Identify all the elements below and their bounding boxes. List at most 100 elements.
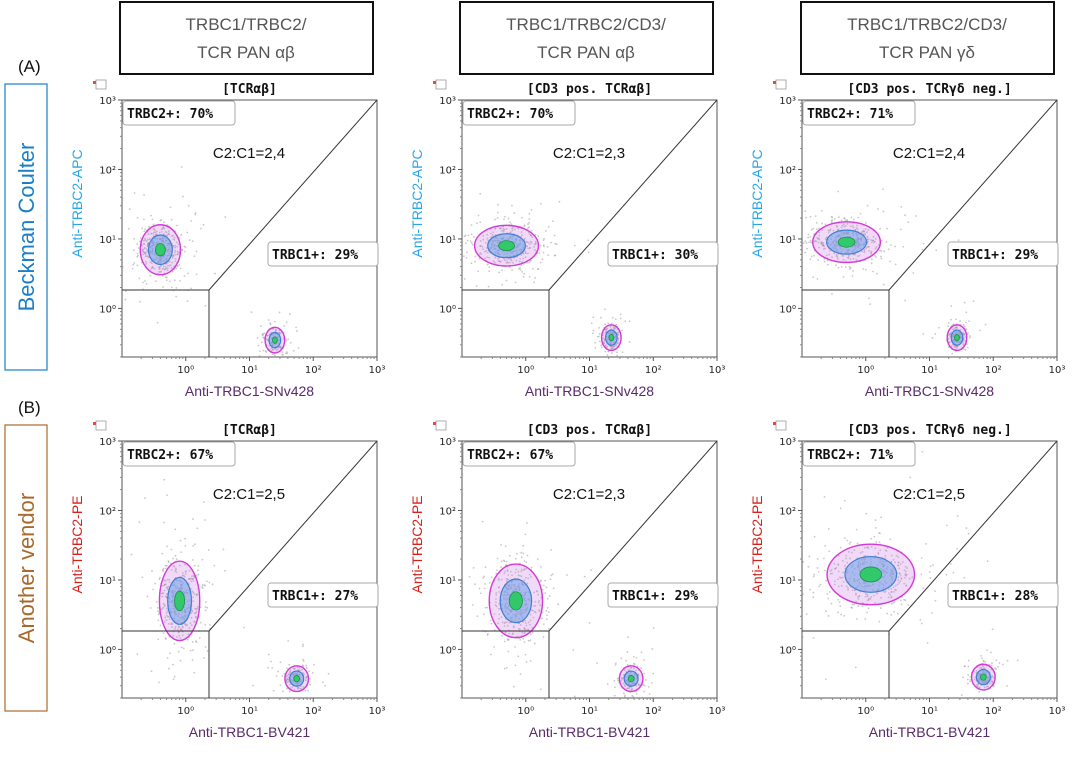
event-dot <box>150 670 153 673</box>
event-dot <box>525 252 527 255</box>
trbc2-percent-label: TRBC2+: 70% <box>127 107 213 122</box>
event-dot <box>175 241 178 244</box>
event-dot <box>854 253 857 256</box>
ratio-label: C2:C1=2,5 <box>213 486 285 503</box>
event-dot <box>652 672 655 675</box>
column-header-box <box>119 1 374 75</box>
event-dot <box>926 641 929 644</box>
event-dot <box>302 643 304 646</box>
event-dot <box>617 339 620 342</box>
event-dot <box>623 692 625 695</box>
event-dot <box>500 543 503 546</box>
event-dot <box>530 229 533 232</box>
event-dot <box>851 607 854 609</box>
event-dot <box>184 537 187 540</box>
event-dot <box>547 611 550 614</box>
event-dot <box>175 571 178 574</box>
event-dot <box>169 206 172 209</box>
event-dot <box>982 665 985 668</box>
event-dot <box>191 240 194 243</box>
event-dot <box>174 628 176 630</box>
population-trbc1 <box>590 308 631 357</box>
event-dot <box>861 605 864 608</box>
event-dot <box>150 232 153 235</box>
event-dot <box>963 325 966 328</box>
event-dot <box>528 573 531 576</box>
event-dot <box>814 215 817 218</box>
x-axis-label: Anti-TRBC1-SNv428 <box>525 383 654 399</box>
event-dot <box>517 570 520 573</box>
x-tick-label: 10¹ <box>921 706 938 717</box>
event-dot <box>163 605 166 607</box>
event-dot <box>136 252 139 255</box>
event-dot <box>465 256 468 259</box>
event-dot <box>192 518 194 520</box>
event-dot <box>537 268 539 271</box>
event-dot <box>880 516 883 519</box>
event-dot <box>143 243 146 245</box>
event-dot <box>181 625 184 628</box>
event-dot <box>840 219 843 222</box>
event-dot <box>527 621 530 624</box>
event-dot <box>866 235 869 238</box>
event-dot <box>957 239 960 242</box>
event-dot <box>175 636 178 639</box>
event-dot <box>865 512 868 515</box>
event-dot <box>304 700 306 702</box>
event-dot <box>527 252 529 255</box>
event-dot <box>163 579 166 582</box>
event-dot <box>513 685 515 688</box>
event-dot <box>846 222 849 225</box>
event-dot <box>272 349 275 351</box>
event-dot <box>533 642 536 645</box>
event-dot <box>138 277 141 280</box>
event-dot <box>156 606 159 609</box>
contour-core <box>154 243 166 257</box>
event-dot <box>884 554 887 557</box>
event-dot <box>206 580 208 583</box>
event-dot <box>266 338 268 341</box>
event-dot <box>868 249 870 252</box>
contour-core <box>293 675 301 683</box>
event-dot <box>546 597 549 600</box>
event-dot <box>837 190 840 193</box>
event-dot <box>477 270 480 273</box>
event-dot <box>866 595 869 598</box>
event-dot <box>174 253 177 256</box>
event-dot <box>863 248 866 251</box>
event-dot <box>985 685 988 688</box>
event-dot <box>524 576 527 579</box>
event-dot <box>510 231 512 233</box>
event-dot <box>813 535 816 538</box>
y-tick-label: 10⁰ <box>439 645 456 656</box>
event-dot <box>484 257 487 260</box>
event-dot <box>507 261 509 264</box>
event-dot <box>151 570 153 572</box>
event-dot <box>278 329 281 332</box>
event-dot <box>162 602 165 605</box>
event-dot <box>822 248 825 250</box>
event-dot <box>287 640 290 642</box>
event-dot <box>829 572 832 575</box>
gate-icon <box>773 420 787 431</box>
event-dot <box>536 590 539 593</box>
event-dot <box>899 580 902 582</box>
event-dot <box>281 351 284 354</box>
event-dot <box>539 261 542 264</box>
event-dot <box>174 567 177 570</box>
event-dot <box>484 583 486 585</box>
event-dot <box>606 354 609 356</box>
event-dot <box>448 601 450 603</box>
event-dot <box>152 232 155 235</box>
event-dot <box>474 260 476 263</box>
event-dot <box>994 700 996 702</box>
event-dot <box>446 260 448 262</box>
x-tick-label: 10² <box>305 706 322 717</box>
event-dot <box>170 267 173 270</box>
event-dot <box>116 227 118 229</box>
event-dot <box>127 227 130 230</box>
event-dot <box>544 592 547 594</box>
y-tick-label: 10⁰ <box>779 645 796 656</box>
event-dot <box>975 669 978 672</box>
event-dot <box>190 616 193 619</box>
